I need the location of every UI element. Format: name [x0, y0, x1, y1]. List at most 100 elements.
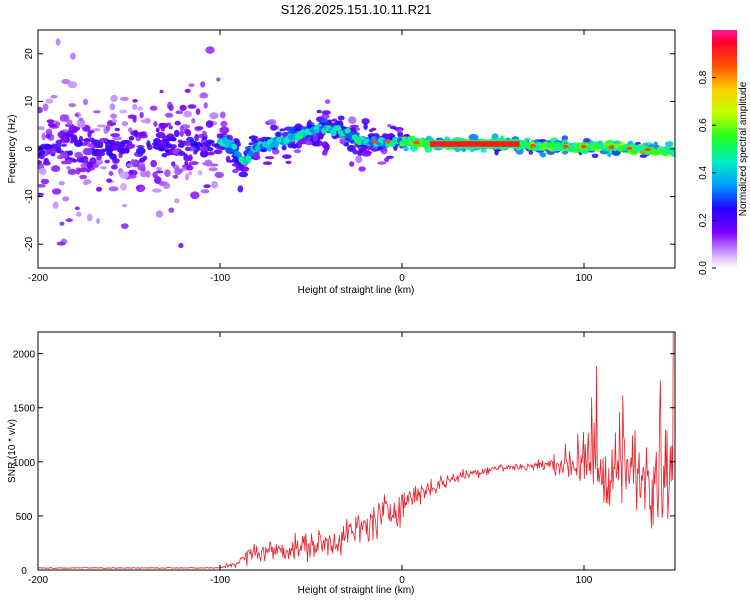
heatmap-cell [200, 81, 206, 88]
heatmap-cell [157, 146, 166, 152]
heatmap-cell [73, 139, 83, 147]
heatmap-cell [194, 133, 200, 142]
heatmap-cell [136, 147, 146, 155]
heatmap-x-tick-label: 100 [576, 273, 593, 284]
heatmap-x-ticks: -200 -100 0 100 [28, 30, 593, 284]
heatmap-cell [58, 181, 65, 186]
heatmap-cell [45, 98, 54, 104]
heatmap-cell [174, 167, 182, 176]
heatmap-cell [129, 174, 136, 179]
heatmap-ridge-cell [389, 141, 396, 148]
heatmap-cell [45, 133, 51, 139]
heatmap-cell [111, 145, 120, 151]
heatmap-cell [78, 117, 84, 122]
heatmap-cell [349, 124, 360, 128]
heatmap-cell [139, 170, 148, 178]
heatmap-cell [361, 118, 370, 125]
heatmap-cell [106, 150, 113, 156]
heatmap-cell [220, 120, 228, 128]
heatmap-cell [248, 142, 253, 146]
heatmap-cell [42, 103, 49, 112]
heatmap-cell [165, 143, 173, 149]
heatmap-cell [168, 125, 173, 130]
heatmap-cell [153, 121, 158, 127]
heatmap-cell [128, 127, 133, 133]
heatmap-cell [108, 186, 119, 192]
snr-y-tick-label: 0 [21, 566, 27, 577]
heatmap-cell [140, 163, 146, 167]
heatmap-cell [132, 99, 138, 103]
heatmap-cell [59, 221, 65, 226]
heatmap-cell [78, 167, 88, 173]
heatmap-cell [150, 159, 158, 168]
heatmap-cell [205, 46, 215, 54]
heatmap-cell [211, 143, 218, 147]
heatmap-cell [320, 118, 329, 124]
heatmap-cell [237, 185, 244, 193]
heatmap-ridge-cell [671, 149, 675, 156]
heatmap-cell [61, 143, 67, 147]
snr-y-tick-label: 1500 [13, 404, 36, 415]
colorbar-ticks: 0.0 0.2 0.4 0.6 0.8 [698, 70, 716, 275]
colorbar-tick-label: 0.4 [698, 165, 709, 179]
heatmap-ridge-cell [271, 141, 278, 147]
heatmap-cell [316, 109, 322, 114]
heatmap-cell [188, 171, 193, 176]
snr-x-axis-label: Height of straight line (km) [298, 585, 415, 596]
heatmap-cell [69, 140, 74, 144]
heatmap-cell [50, 94, 58, 99]
heatmap-cell [214, 171, 224, 179]
heatmap-cell [62, 196, 70, 202]
heatmap-cell [164, 169, 171, 177]
colorbar-gradient [712, 30, 737, 268]
heatmap-cell [178, 151, 186, 156]
heatmap-cell [468, 133, 479, 141]
heatmap-cell [79, 174, 88, 180]
heatmap-hot-spot [644, 147, 651, 152]
heatmap-cell [74, 151, 83, 159]
heatmap-cell [72, 126, 81, 131]
heatmap-cell [321, 113, 330, 120]
heatmap-cell [110, 113, 117, 119]
heatmap-cell [349, 161, 355, 167]
heatmap-hot-spot [608, 145, 615, 150]
heatmap-cell [126, 163, 134, 168]
heatmap-cell [231, 163, 240, 167]
heatmap-y-tick-label: 10 [24, 95, 35, 107]
heatmap-hot-spot [413, 141, 420, 145]
heatmap-cell [350, 127, 356, 133]
heatmap-cell [232, 168, 239, 174]
heatmap-cell [159, 89, 164, 94]
heatmap-cell [155, 131, 166, 139]
heatmap-cell [358, 166, 366, 172]
heatmap-cell [128, 169, 133, 176]
colorbar-tick-label: 0.8 [698, 70, 709, 84]
heatmap-cell [94, 159, 104, 165]
heatmap-cell [118, 152, 123, 158]
heatmap-cell [65, 218, 73, 223]
heatmap-cell [155, 210, 164, 218]
snr-x-tick-label: -100 [210, 575, 230, 586]
heatmap-cell [140, 119, 151, 123]
snr-panel: -200 -100 0 100 0 500 1000 1500 2000 Height of … [7, 331, 676, 596]
heatmap-cell [46, 119, 55, 124]
heatmap-cell [42, 161, 51, 166]
heatmap-cell [137, 131, 146, 137]
heatmap-cell [281, 144, 287, 151]
heatmap-cell [205, 139, 215, 145]
heatmap-cell [216, 133, 223, 139]
heatmap-cell [204, 159, 213, 167]
heatmap-cell [41, 132, 46, 141]
heatmap-cell [183, 110, 192, 118]
heatmap-cell [96, 186, 102, 192]
heatmap-cell [240, 166, 250, 172]
snr-y-axis-label: SNR (10 * v/v) [7, 419, 18, 483]
heatmap-cell [312, 135, 319, 142]
heatmap-x-tick-label: -200 [28, 273, 48, 284]
heatmap-cell [179, 104, 187, 111]
heatmap-cell [110, 94, 118, 103]
heatmap-cell [87, 143, 95, 148]
heatmap-cell [177, 142, 185, 148]
